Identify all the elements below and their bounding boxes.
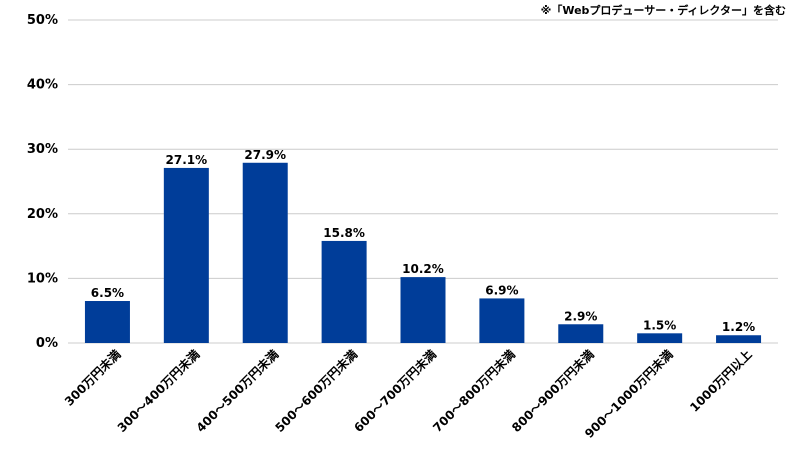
y-tick-label: 30% [27, 142, 58, 157]
y-tick-label: 10% [27, 271, 58, 286]
y-tick-label: 50% [27, 13, 58, 28]
x-tick-label: 600～700万円未満 [351, 347, 439, 435]
data-labels: 6.5% 27.1% 27.9% 15.8% 10.2% 6.9% 2.9% 1.5% 1.2% [91, 148, 755, 334]
data-label: 27.9% [244, 148, 286, 162]
bars [84, 162, 762, 343]
x-axis-tick-labels: 300万円未満300～400万円未満400～500万円未満500～600万円未満… [61, 347, 754, 441]
bar [321, 240, 367, 343]
y-tick-label: 0% [36, 336, 58, 351]
x-tick-label: 500～600万円未満 [272, 347, 360, 435]
bar [163, 167, 209, 343]
x-tick-label: 300～400万円未満 [114, 347, 202, 435]
data-label: 6.9% [485, 283, 518, 297]
bar [400, 277, 446, 343]
bar [637, 333, 683, 343]
bar [84, 301, 130, 343]
data-label: 15.8% [323, 226, 365, 240]
data-label: 6.5% [91, 286, 124, 300]
data-label: 10.2% [402, 262, 444, 276]
data-label: 1.5% [643, 318, 676, 332]
y-tick-label: 20% [27, 207, 58, 222]
bar [558, 324, 604, 343]
x-tick-label: 400～500万円未満 [193, 347, 281, 435]
x-tick-label: 800～900万円未満 [508, 347, 596, 435]
x-tick-label: 1000万円以上 [687, 347, 755, 415]
data-label: 2.9% [564, 309, 597, 323]
x-tick-label: 900～1000万円未満 [581, 347, 675, 441]
bar [242, 162, 288, 343]
bar [479, 298, 525, 343]
data-label: 1.2% [722, 320, 755, 334]
x-tick-label: 300万円未満 [61, 347, 123, 409]
x-tick-label: 700～800万円未満 [430, 347, 518, 435]
y-axis-tick-labels: 0% 10% 20% 30% 40% 50% [27, 13, 58, 351]
data-label: 27.1% [166, 153, 208, 167]
footnote: ※「Webプロデューサー・ディレクター」を含む [540, 4, 786, 17]
bar [716, 335, 762, 343]
y-tick-label: 40% [27, 78, 58, 93]
